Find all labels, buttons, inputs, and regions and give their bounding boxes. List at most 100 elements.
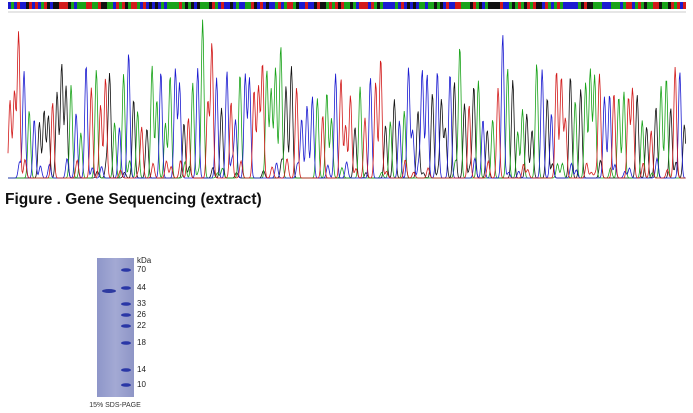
base-call [212,2,215,9]
base-call [395,2,398,9]
base-call [515,2,518,9]
base-call [557,2,560,9]
base-call [188,2,191,9]
base-call [350,2,353,9]
base-call [56,2,59,9]
base-call [563,2,566,9]
base-call [29,2,32,9]
base-call [302,2,305,9]
base-call [353,2,356,9]
base-call [335,2,338,9]
base-call [161,2,164,9]
base-call [149,2,152,9]
base-call [23,2,26,9]
base-call [377,2,380,9]
base-call [347,2,350,9]
base-call [254,2,257,9]
base-call [356,2,359,9]
base-call [320,2,323,9]
base-call [17,2,20,9]
base-call [566,2,569,9]
base-call [533,2,536,9]
base-call [428,2,431,9]
base-call [620,2,623,9]
base-call [647,2,650,9]
base-call [617,2,620,9]
base-call [455,2,458,9]
base-call [290,2,293,9]
base-call [233,2,236,9]
base-call [392,2,395,9]
base-call [659,2,662,9]
base-call [194,2,197,9]
base-call [44,2,47,9]
base-call [137,2,140,9]
base-call [359,2,362,9]
base-call [236,2,239,9]
base-call [53,2,56,9]
base-call [569,2,572,9]
base-call [593,2,596,9]
base-call [263,2,266,9]
base-call [443,2,446,9]
base-call [329,2,332,9]
base-call [314,2,317,9]
base-call [140,2,143,9]
base-call [191,2,194,9]
base-call [422,2,425,9]
base-call [104,2,107,9]
base-call [545,2,548,9]
base-call [650,2,653,9]
base-call [326,2,329,9]
sds-page-gel: kDa 15% SDS-PAGE 70 44 33 26 22 18 14 10 [89,256,152,409]
base-call [479,2,482,9]
base-call [209,2,212,9]
base-call [374,2,377,9]
base-call [572,2,575,9]
marker-label: 26 [137,310,146,319]
base-call [80,2,83,9]
base-call [341,2,344,9]
base-call [248,2,251,9]
base-call [83,2,86,9]
base-call [38,2,41,9]
base-call [122,2,125,9]
base-call [146,2,149,9]
base-call [152,2,155,9]
base-call [77,2,80,9]
base-call [338,2,341,9]
trace [7,31,686,179]
base-call [47,2,50,9]
base-call [491,2,494,9]
base-call [623,2,626,9]
base-call [587,2,590,9]
base-call [182,2,185,9]
base-call [203,2,206,9]
base-call [32,2,35,9]
base-call [68,2,71,9]
base-call [608,2,611,9]
base-call [683,2,686,9]
base-call [158,2,161,9]
base-call [50,2,53,9]
base-call [107,2,110,9]
base-call [554,2,557,9]
base-call [380,2,383,9]
base-call [512,2,515,9]
base-call [641,2,644,9]
base-call [419,2,422,9]
base-call [272,2,275,9]
base-call [197,2,200,9]
base-call [464,2,467,9]
base-call [221,2,224,9]
base-call [677,2,680,9]
base-call [596,2,599,9]
base-call [215,2,218,9]
base-call [614,2,617,9]
base-call [674,2,677,9]
base-call [548,2,551,9]
base-call [470,2,473,9]
base-call [206,2,209,9]
base-call [578,2,581,9]
base-call [410,2,413,9]
